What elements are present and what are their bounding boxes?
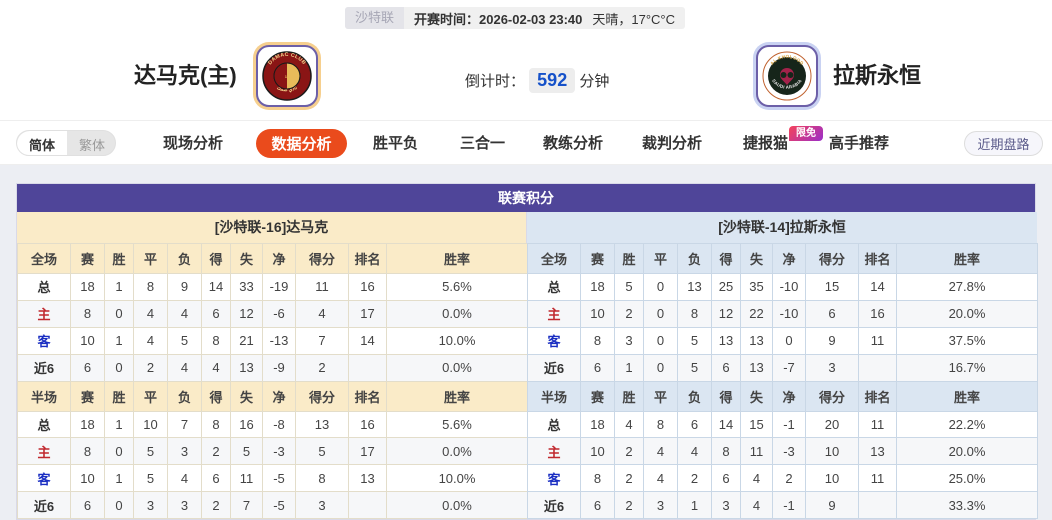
svg-text:19: 19 <box>285 74 290 79</box>
